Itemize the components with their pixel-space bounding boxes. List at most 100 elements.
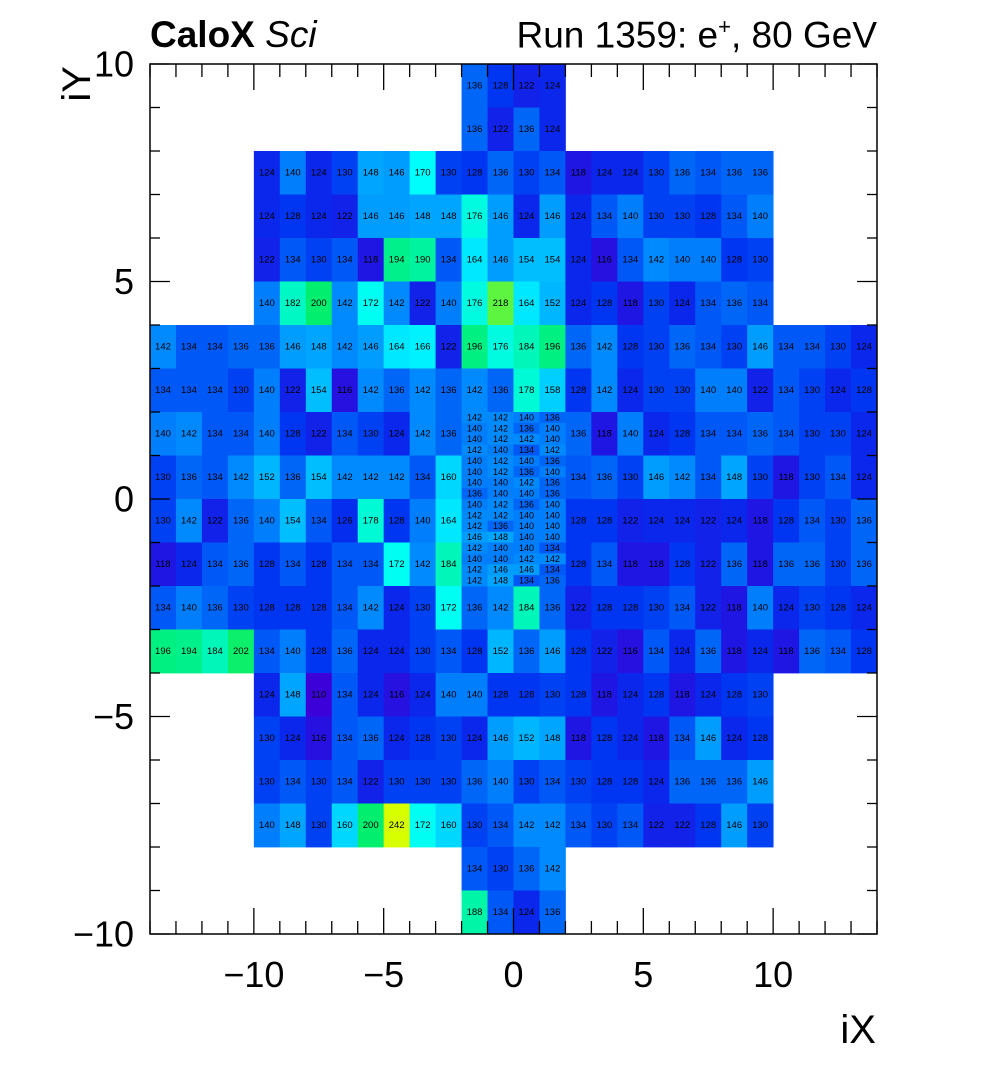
heatmap-cell-label: 128 [259,602,275,613]
heatmap-cell [253,499,281,543]
heatmap-cell [617,151,644,195]
heatmap-cell [435,455,462,500]
heatmap-cell-label: 172 [441,602,457,613]
heatmap-cell-label: 140 [545,521,560,531]
heatmap-cell-label: 140 [545,423,560,433]
heatmap-cell [747,368,774,413]
heatmap-cell-label: 130 [363,428,379,439]
heatmap-cell-label: 124 [259,167,275,178]
heatmap-cell [617,281,644,326]
heatmap-cell-label: 136 [493,167,509,178]
heatmap-cell [279,629,307,674]
heatmap-cell [253,238,281,282]
brand-title: CaloX Sci [150,14,317,56]
heatmap-cell [513,488,540,500]
heatmap-cell-label: 124 [363,689,379,700]
heatmap-cell-label: 130 [259,733,275,744]
heatmap-cell-label: 130 [830,515,846,526]
heatmap-cell [669,151,696,195]
heatmap-cell-label: 128 [596,298,612,309]
heatmap-cell-label: 140 [259,515,275,526]
heatmap-cell [409,325,436,369]
heatmap-cell-label: 134 [804,515,820,526]
heatmap-cell-label: 154 [545,254,561,265]
heatmap-cell-label: 140 [493,445,508,455]
heatmap-cell [669,760,696,804]
heatmap-cell [513,586,540,630]
heatmap-cell-label: 136 [804,559,820,570]
heatmap-cell [591,673,618,717]
heatmap-cell [357,586,385,630]
heatmap-cell [409,194,436,239]
heatmap-cell [435,281,462,326]
heatmap-cell [721,281,748,326]
heatmap-cell-label: 130 [804,428,820,439]
heatmap-cell [565,151,592,195]
heatmap-cell [383,586,411,630]
heatmap-cell [461,509,488,522]
heatmap-cell [539,564,566,576]
heatmap-cell-label: 134 [545,565,560,575]
heatmap-cell-label: 136 [467,776,483,787]
heatmap-cell [487,466,514,478]
heatmap-cell-label: 136 [596,472,612,483]
heatmap-cell [487,194,514,239]
heatmap-cell-label: 140 [155,428,171,439]
heatmap-cell [201,412,229,456]
y-tick-label: 10 [94,44,134,85]
heatmap-cell [227,586,255,630]
heatmap-cell-label: 140 [493,554,508,564]
heatmap-cell-label: 136 [545,907,561,918]
heatmap-cell [409,281,436,326]
heatmap-cell-label: 134 [752,298,768,309]
heatmap-cell [747,629,774,674]
heatmap-cell-label: 154 [519,254,535,265]
heatmap-cell-label: 136 [545,456,560,466]
heatmap-cell-label: 202 [233,646,249,657]
heatmap-cell-label: 136 [363,733,379,744]
heatmap-cell [487,586,514,630]
heatmap-cell [461,499,488,511]
heatmap-cell [513,847,540,891]
heatmap-cell-label: 142 [493,467,508,477]
heatmap-cell [305,412,333,456]
heatmap-cell-label: 134 [493,907,509,918]
heatmap-cell [643,542,670,587]
heatmap-cell-label: 124 [363,646,379,657]
heatmap-cell [435,368,462,413]
heatmap-cell [409,760,436,804]
heatmap-cell [747,716,774,761]
heatmap-cell [721,673,748,717]
heatmap-cell-label: 140 [545,510,560,520]
heatmap-cell-label: 124 [830,385,846,396]
heatmap-cell [487,760,514,804]
run-info-suffix: , 80 GeV [730,14,877,56]
heatmap-cell [461,760,488,804]
heatmap-cell [253,194,281,239]
heatmap-cell-label: 124 [674,298,690,309]
heatmap-cell-label: 140 [700,385,716,396]
heatmap-cell-label: 146 [389,167,405,178]
heatmap-cell-label: 140 [545,434,560,444]
heatmap-cell-label: 140 [519,489,534,499]
heatmap-cell [461,564,488,576]
heatmap-cell-label: 134 [804,341,820,352]
heatmap-cell-label: 142 [519,434,534,444]
heatmap-cell-label: 130 [233,385,249,396]
heatmap-cell [721,760,748,804]
heatmap-cell-label: 130 [648,211,664,222]
heatmap-cell-label: 122 [441,341,457,352]
heatmap-cell [773,412,800,456]
heatmap-cell [539,553,566,565]
heatmap-cell-label: 128 [285,211,301,222]
heatmap-cell-label: 136 [207,602,223,613]
heatmap-cell [643,586,670,630]
heatmap-cell [539,673,566,717]
heatmap-cell [643,151,670,195]
heatmap-cell-label: 134 [830,646,846,657]
heatmap-cell [487,238,514,282]
heatmap-cell-label: 128 [752,733,768,744]
heatmap-cell-label: 122 [285,385,301,396]
heatmap-cell-label: 124 [389,646,405,657]
heatmap-cell [175,499,203,543]
